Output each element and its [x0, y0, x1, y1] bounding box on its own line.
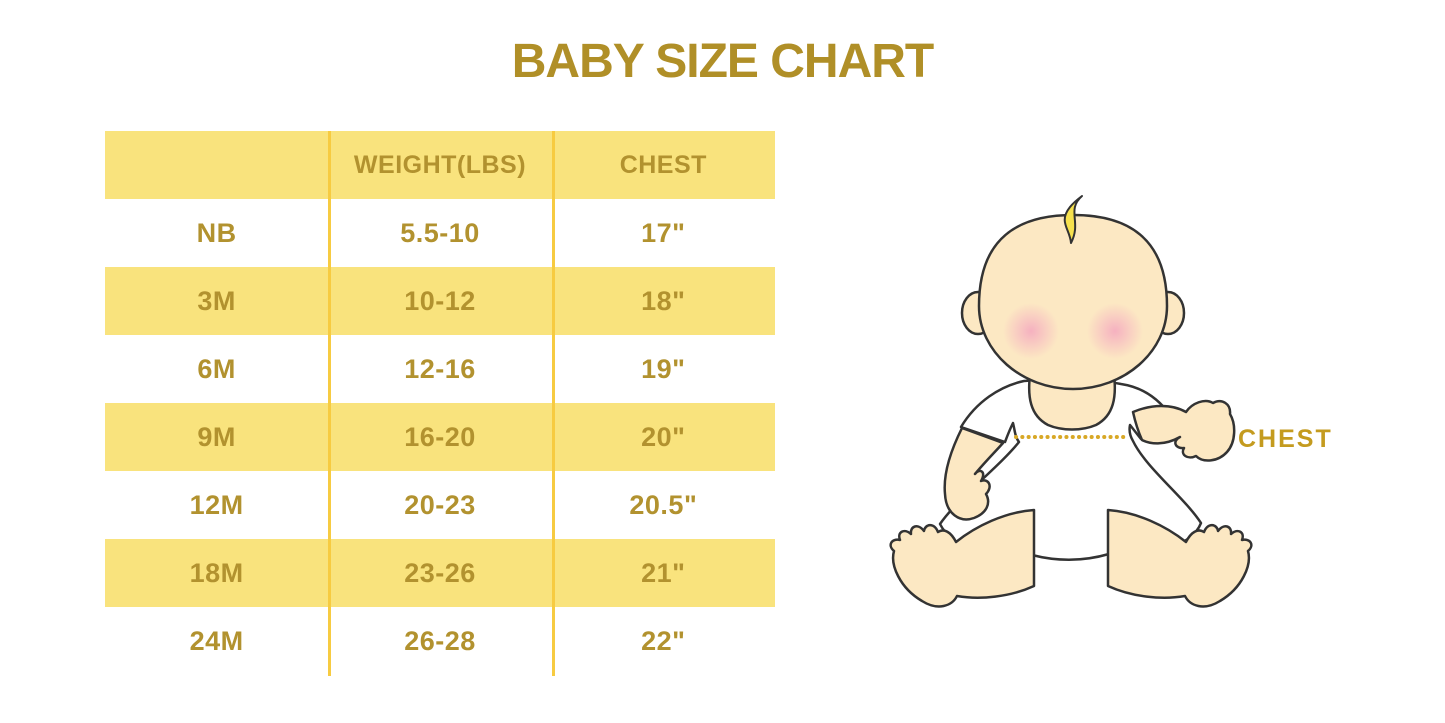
chest-cell: 22": [641, 625, 686, 656]
table-row: 18M 23-26 21": [105, 539, 775, 607]
table-row: NB 5.5-10 17": [105, 199, 775, 267]
table-row: 6M 12-16 19": [105, 335, 775, 403]
weight-cell: 26-28: [404, 625, 476, 656]
size-cell: NB: [196, 217, 237, 248]
chest-cell: 19": [641, 353, 686, 384]
baby-right-leg: [1106, 508, 1253, 608]
chest-cell: 18": [641, 285, 686, 316]
size-cell: 6M: [197, 353, 236, 384]
weight-cell: 20-23: [404, 489, 476, 520]
chest-label: CHEST: [1238, 425, 1333, 453]
size-cell: 24M: [189, 625, 244, 656]
weight-cell: 12-16: [404, 353, 476, 384]
size-table: WEIGHT(LBS) CHEST NB 5.5-10 17" 3M 10-12 18" 6M 1…: [105, 131, 775, 676]
baby-hair-curl: [1063, 195, 1083, 244]
table-row: 12M 20-23 20.5": [105, 471, 775, 539]
baby-right-cheek-blush: [1087, 303, 1143, 359]
page-title: BABY SIZE CHART: [511, 35, 934, 88]
baby-right-arm: [1131, 399, 1236, 462]
table-row: 9M 16-20 20": [105, 403, 775, 471]
table-row: 24M 26-28 22": [105, 607, 775, 675]
size-cell: 12M: [189, 489, 244, 520]
table-header-row: WEIGHT(LBS) CHEST: [105, 131, 775, 199]
baby-left-arm: [943, 426, 1005, 521]
chest-cell: 21": [641, 557, 686, 588]
table-row: 3M 10-12 18": [105, 267, 775, 335]
header-cell: WEIGHT(LBS): [353, 150, 527, 179]
baby-left-cheek-blush: [1003, 303, 1059, 359]
baby-left-leg: [889, 508, 1036, 608]
header-cell: CHEST: [619, 150, 707, 179]
baby-illustration: CHEST: [889, 195, 1333, 608]
column-divider: [328, 131, 331, 676]
chest-cell: 20": [641, 421, 686, 452]
size-cell: 3M: [197, 285, 236, 316]
chest-cell: 20.5": [629, 489, 698, 520]
weight-cell: 10-12: [404, 285, 476, 316]
header-cell: [105, 131, 328, 199]
size-cell: 18M: [189, 557, 244, 588]
column-divider: [552, 131, 555, 676]
weight-cell: 5.5-10: [400, 217, 480, 248]
weight-cell: 16-20: [404, 421, 476, 452]
chest-cell: 17": [641, 217, 686, 248]
size-cell: 9M: [197, 421, 236, 452]
weight-cell: 23-26: [404, 557, 476, 588]
